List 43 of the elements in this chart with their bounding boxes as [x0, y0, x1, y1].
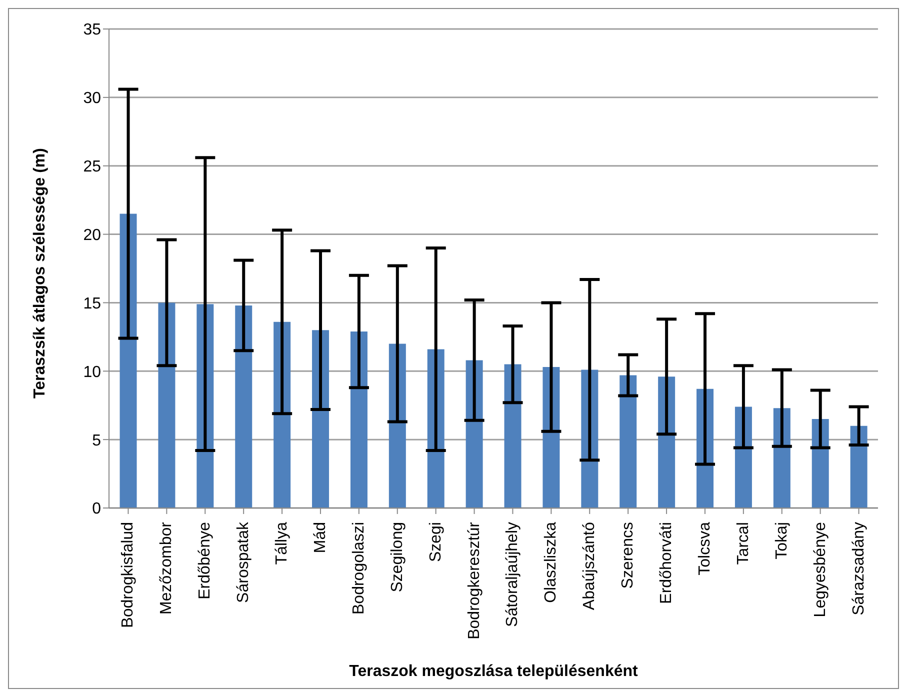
x-axis-title: Teraszok megoszlása településenként [349, 663, 639, 680]
x-tick-label: Legyesbénye [812, 522, 829, 618]
x-tick-label: Erdőbénye [196, 522, 214, 600]
x-tick-label: Mád [312, 522, 329, 554]
y-tick-label: 20 [83, 226, 102, 244]
x-tick-label: Abaújszántó [581, 522, 598, 610]
y-tick-label: 15 [83, 295, 102, 312]
y-tick-label: 25 [83, 158, 102, 176]
bar [158, 302, 176, 508]
bar [235, 305, 252, 508]
bar [734, 406, 752, 508]
bar [773, 408, 790, 508]
bar [620, 375, 637, 508]
bar [388, 344, 406, 508]
x-tick-label: Bodrogolaszi [350, 522, 368, 614]
bar [350, 331, 368, 508]
y-tick-label: 30 [83, 90, 102, 108]
bar [504, 364, 522, 508]
x-tick-label: Bodrogkisfalud [120, 522, 137, 628]
x-tick-label: Tállya [274, 522, 291, 565]
bar [120, 214, 137, 508]
x-tick-label: Mezőzombor [158, 521, 176, 614]
x-tick-label: Szegi [427, 522, 444, 562]
x-tick-label: Bodrogkeresztúr [466, 521, 483, 640]
x-tick-label: Tarcal [734, 522, 752, 565]
y-tick-label: 10 [83, 364, 102, 381]
x-tick-label: Tolcsva [696, 522, 714, 576]
x-tick-label: Erdőhorváti [658, 522, 676, 604]
y-tick-label: 35 [83, 22, 102, 39]
x-tick-label: Sárazsadány [850, 522, 868, 616]
x-tick-label: Olaszliszka [542, 522, 560, 603]
x-tick-label: Tokaj [773, 522, 790, 560]
x-tick-label: Szegilong [388, 522, 406, 592]
bar [658, 376, 676, 508]
y-tick-label: 0 [92, 500, 102, 518]
bar [312, 330, 330, 508]
x-tick-label: Szerencs [620, 522, 637, 589]
x-tick-label: Sátoraljaújhely [504, 522, 522, 627]
y-axis-title: Teraszsík átlagos szélessége (m) [32, 148, 49, 398]
y-tick-label: 5 [92, 432, 102, 450]
x-tick-label: Sárospatak [235, 521, 252, 603]
bar [850, 426, 868, 508]
bar [466, 360, 483, 508]
